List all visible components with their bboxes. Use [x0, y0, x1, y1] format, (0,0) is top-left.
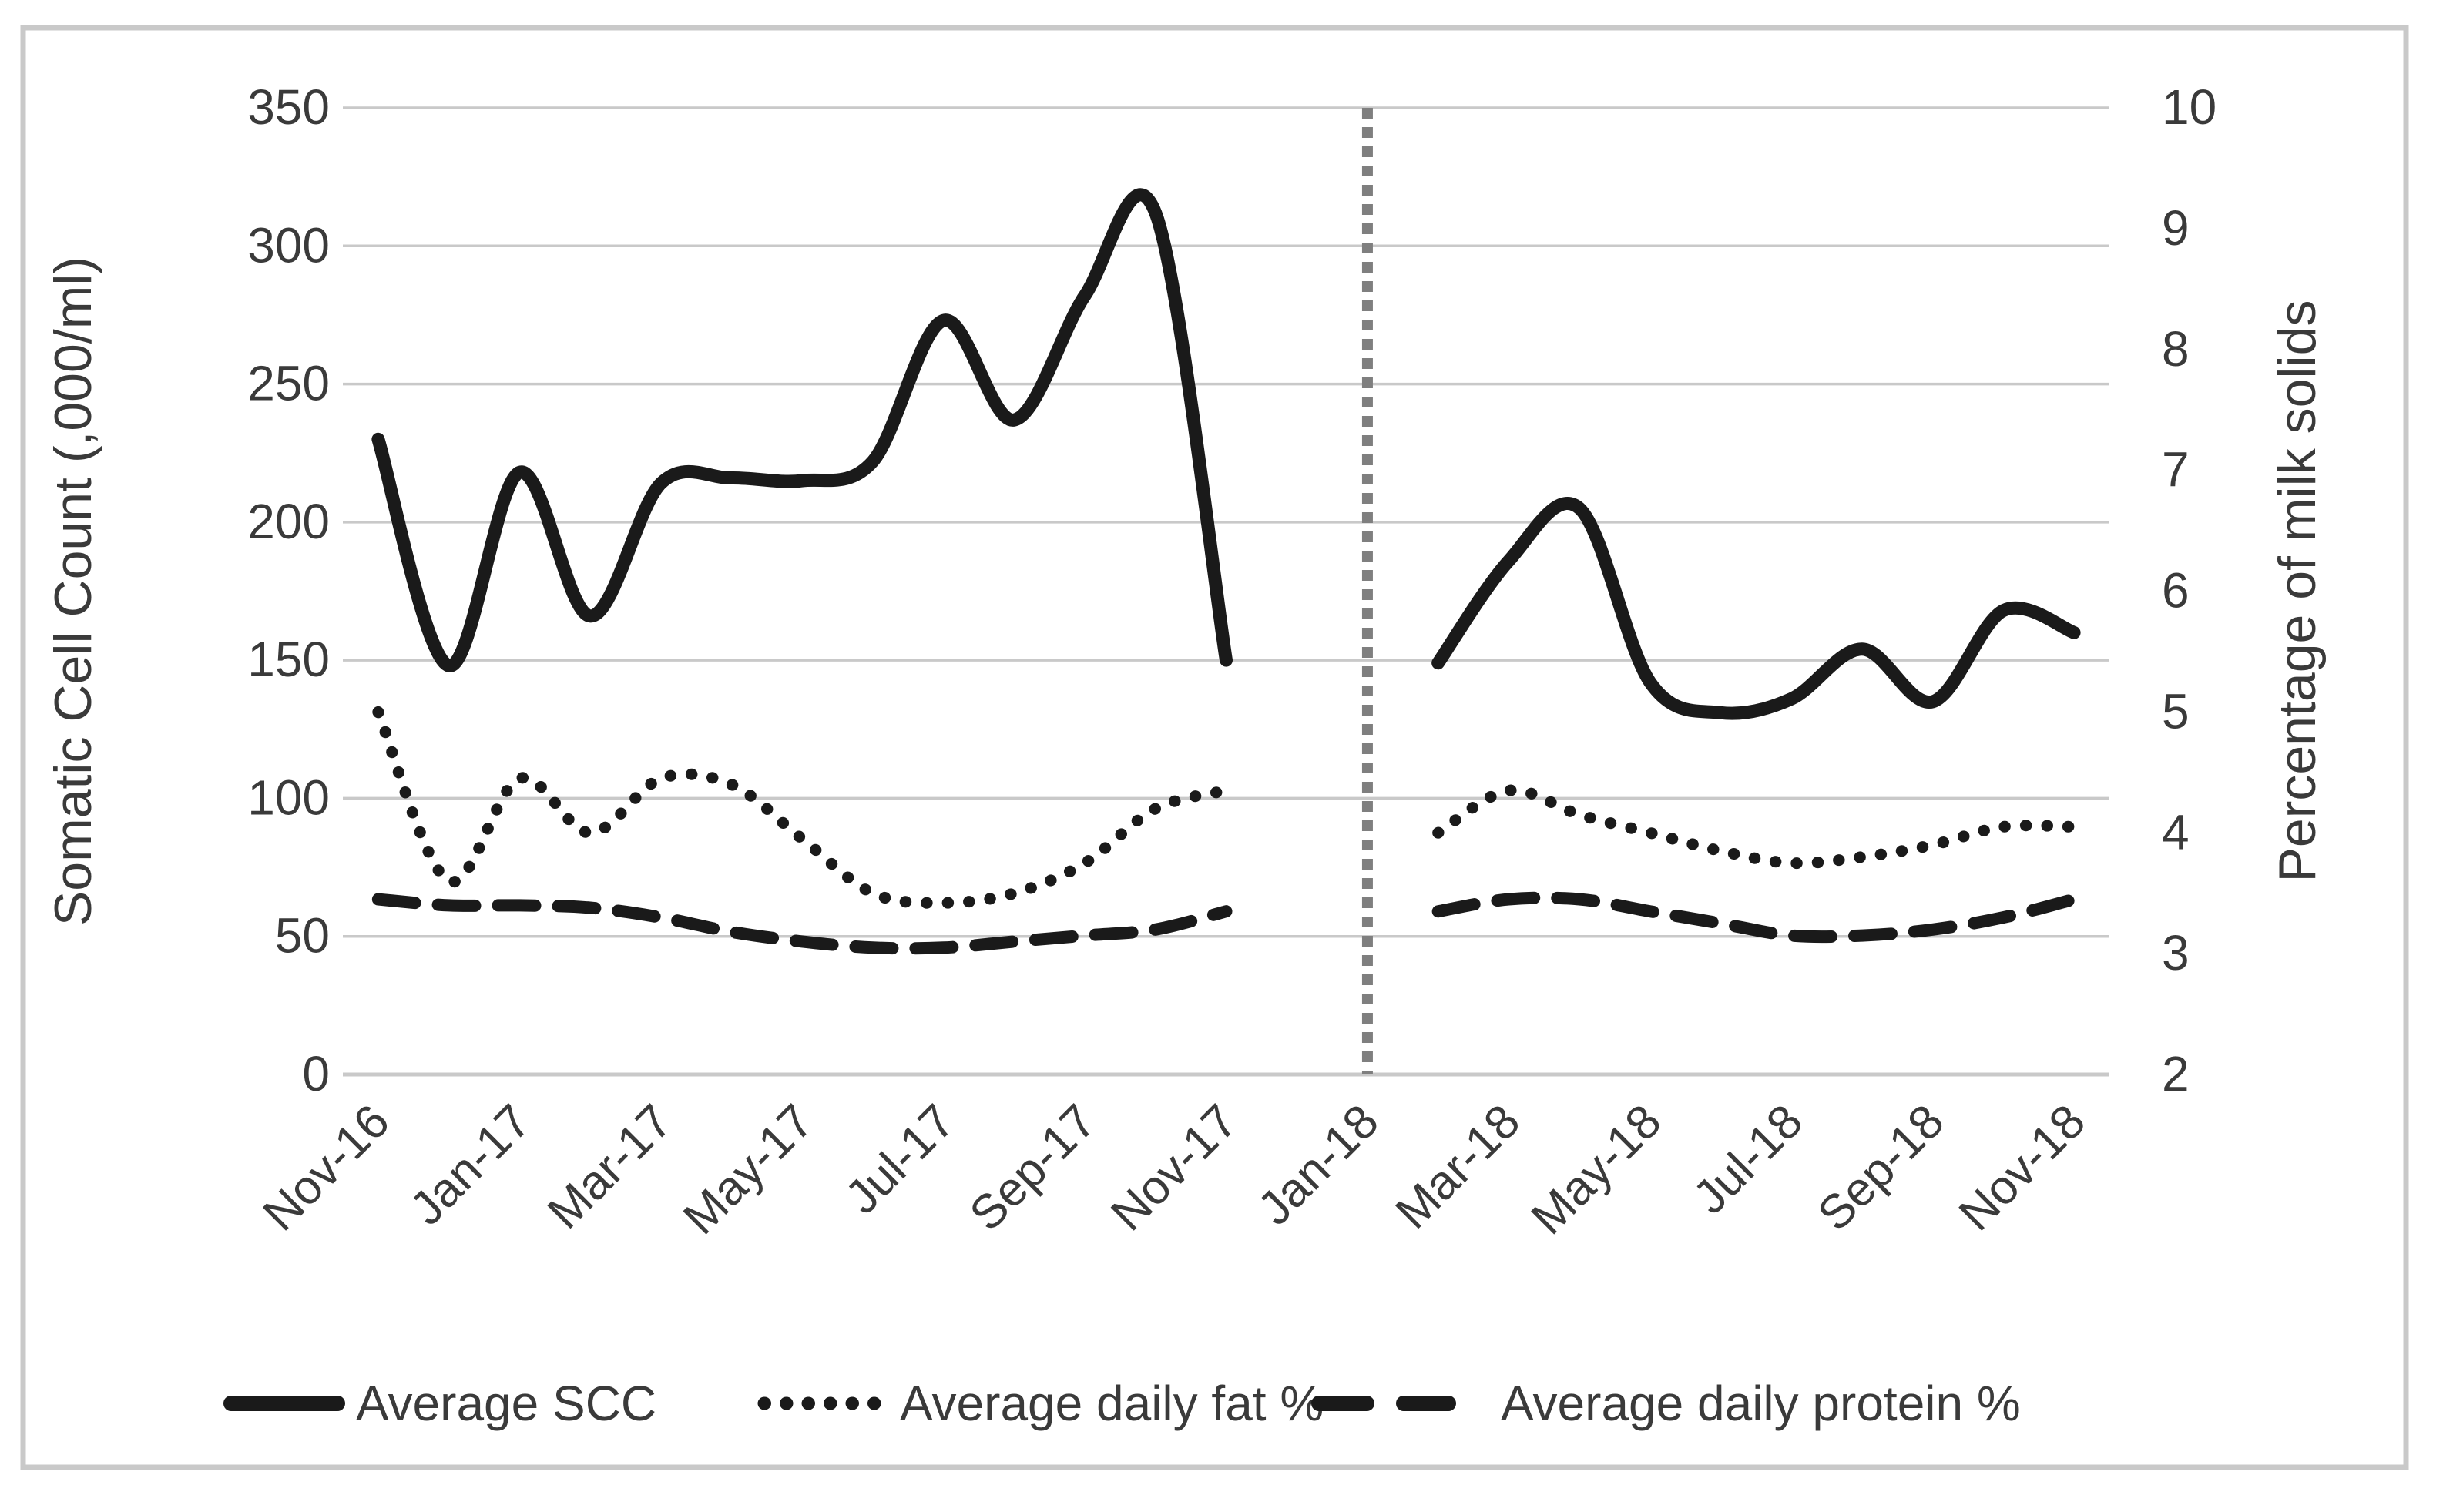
legend-label-average-daily-fat: Average daily fat %: [900, 1376, 1324, 1431]
y-axis-right-tick-label: 3: [2162, 925, 2190, 981]
x-axis-tick-label: Jul-17: [835, 1095, 965, 1224]
y-axis-left-title: Somatic Cell Count (,000/ml): [44, 256, 102, 926]
y-axis-right-tick-label: 2: [2162, 1046, 2190, 1101]
y-axis-left-tick-label: 350: [247, 79, 330, 135]
x-axis-tick-label: Jan-17: [400, 1095, 541, 1235]
y-axis-left-tick-label: 250: [247, 356, 330, 411]
y-axis-right-tick-label: 7: [2162, 442, 2190, 498]
y-axis-left-tick-label: 300: [247, 217, 330, 273]
x-axis-tick-label: May-17: [673, 1095, 824, 1245]
x-axis-tick-label: Jul-18: [1683, 1095, 1813, 1224]
y-axis-left-tick-label: 0: [302, 1046, 330, 1101]
x-axis-tick-label: Mar-17: [538, 1095, 683, 1239]
series-path-dashed: [371, 893, 1233, 955]
series-path-solid: [371, 188, 1233, 672]
legend-label-average-daily-protein: Average daily protein %: [1501, 1376, 2021, 1431]
y-axis-right-tick-label: 8: [2162, 321, 2190, 377]
x-axis-tick-label: Nov-16: [253, 1095, 400, 1241]
x-axis-tick-label: Nov-17: [1101, 1095, 1247, 1241]
y-axis-right-tick-label: 9: [2162, 200, 2190, 256]
legend-label-average-scc: Average SCC: [356, 1376, 656, 1431]
y-axis-left-tick-label: 50: [275, 908, 330, 964]
y-axis-left-tick-label: 150: [247, 632, 330, 687]
y-axis-left-tick-label: 100: [247, 769, 330, 825]
y-axis-right-tick-label: 4: [2162, 804, 2190, 860]
y-axis-left-tick-label: 200: [247, 494, 330, 549]
series-path-dashed: [1431, 891, 2081, 944]
figure-border: [20, 25, 2409, 1470]
x-axis-tick-label: Nov-18: [1949, 1095, 2096, 1241]
x-axis-tick-label: Jan-18: [1248, 1095, 1389, 1235]
y-axis-right-title: Percentage of milk solids: [2268, 300, 2327, 883]
series-dotted: [372, 706, 2080, 909]
y-axis-right-tick-label: 5: [2162, 683, 2190, 739]
series-dashed: [371, 891, 2081, 955]
series-path-solid: [1431, 497, 2081, 720]
legend: Average SCC Average daily fat % Average da…: [223, 1376, 2021, 1431]
series-solid: [371, 188, 2081, 720]
x-axis-tick-label: Sep-18: [1807, 1095, 1954, 1241]
series-path-dotted: [1432, 784, 2080, 870]
x-axis-tick-label: May-18: [1522, 1095, 1672, 1245]
x-axis-tick-label: Sep-17: [960, 1095, 1106, 1241]
series-path-dotted: [372, 706, 1232, 909]
x-axis-tick-label: Mar-18: [1386, 1095, 1531, 1239]
y-axis-right-tick-label: 10: [2162, 79, 2216, 135]
y-axis-right-tick-label: 6: [2162, 563, 2190, 619]
